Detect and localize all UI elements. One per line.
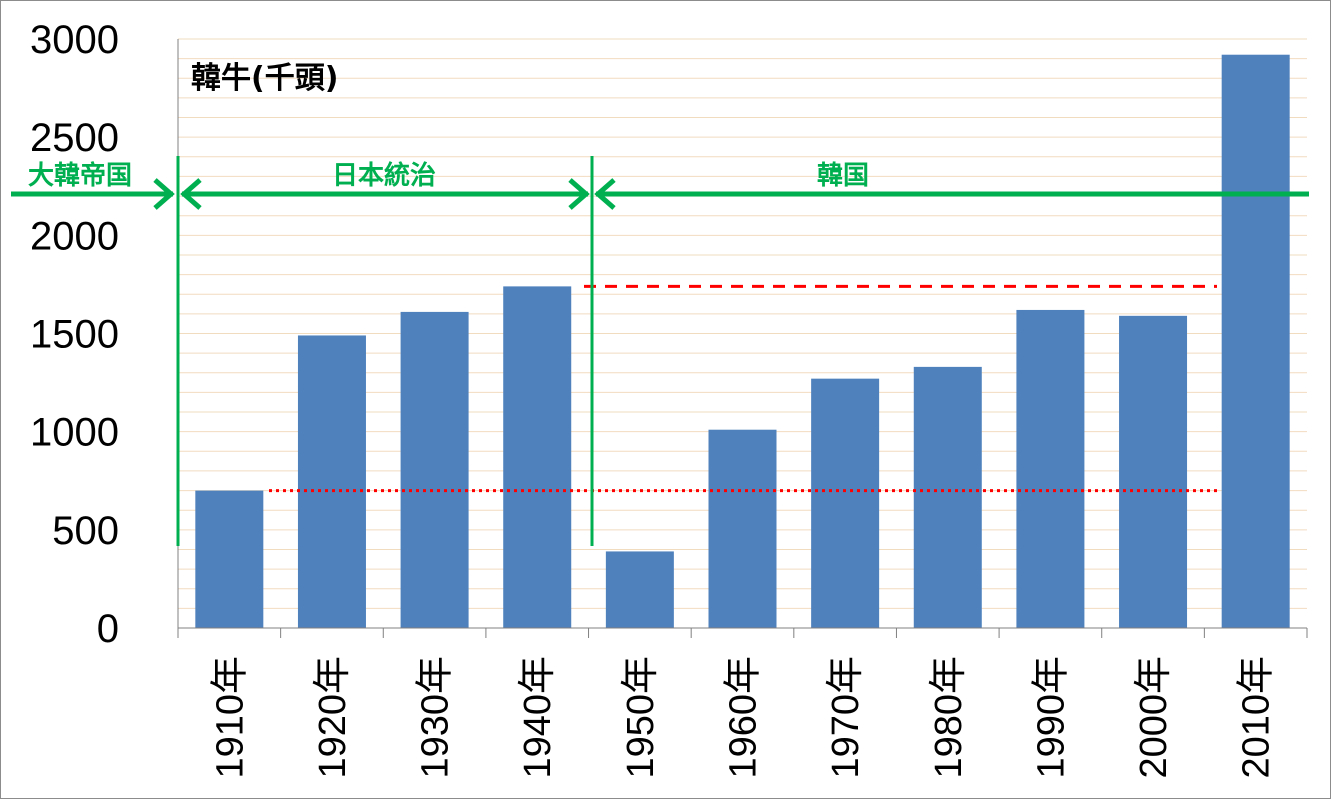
x-tick-label: 1930年 [415, 656, 457, 779]
y-tick-label: 3000 [30, 18, 119, 62]
y-tick-label: 2500 [30, 116, 119, 160]
x-tick-label: 1920年 [312, 656, 354, 779]
bar [195, 490, 264, 628]
x-tick-labels: 1910年 1920年 1930年 1940年 1950年 1960年 1970年 1980年… [209, 656, 1277, 779]
arrow-head [180, 178, 202, 210]
x-tick-label: 2010年 [1236, 656, 1278, 779]
bar [708, 429, 777, 628]
y-tick-label: 500 [52, 509, 119, 553]
reference-lines [269, 284, 1217, 493]
bar [1119, 315, 1188, 628]
chart-title: 韓牛(千頭) [191, 61, 338, 96]
x-tick-label: 1910年 [209, 656, 251, 779]
bar [913, 366, 982, 628]
x-tick-label: 1950年 [620, 656, 662, 779]
bar [1221, 54, 1290, 628]
x-tick-label: 1970年 [825, 656, 867, 779]
arrow-head [153, 178, 175, 210]
x-tick-label: 2000年 [1133, 656, 1175, 779]
y-tick-label: 1500 [30, 313, 119, 357]
y-tick-label: 0 [97, 607, 119, 651]
bar [400, 311, 469, 628]
x-tick-label: 1980年 [928, 656, 970, 779]
era-annotations: 大韓帝国 日本統治 韓国 [11, 156, 1309, 546]
x-tick-label: 1940年 [517, 656, 559, 779]
era-label: 大韓帝国 [28, 160, 132, 191]
bar [297, 335, 366, 628]
bar [1016, 309, 1085, 628]
grid-lines [178, 38, 1307, 609]
bar [811, 378, 880, 628]
x-tick-label: 1990年 [1030, 656, 1072, 779]
arrow-head [594, 178, 616, 210]
era-label: 日本統治 [332, 160, 436, 191]
bar [605, 551, 674, 628]
era-label: 韓国 [817, 161, 869, 191]
y-tick-label: 1000 [30, 411, 119, 455]
bar [503, 286, 572, 628]
arrow-head [568, 178, 590, 210]
y-tick-label: 2000 [30, 214, 119, 258]
x-tick-label: 1960年 [723, 656, 765, 779]
y-tick-labels: 0 500 1000 1500 2000 2500 3000 [30, 18, 119, 651]
bars [195, 54, 1290, 628]
